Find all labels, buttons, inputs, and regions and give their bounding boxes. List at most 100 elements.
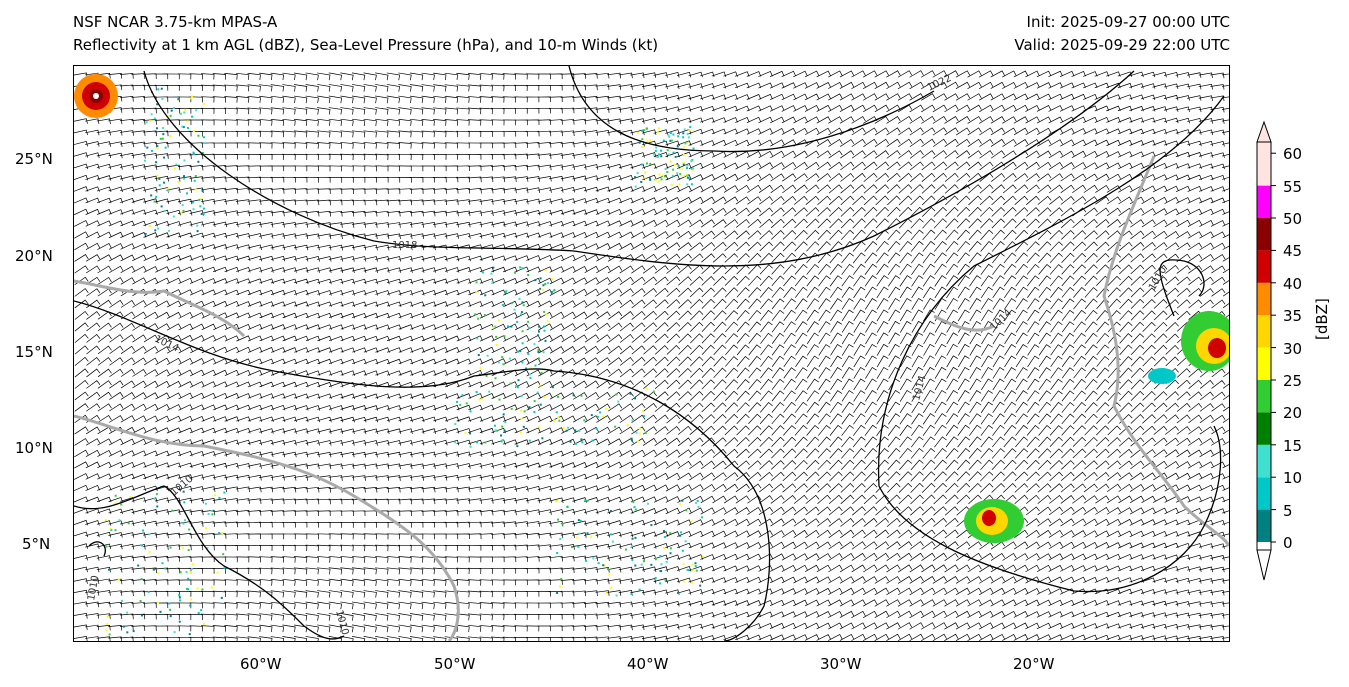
wind-barb	[189, 602, 203, 609]
wind-barb	[1176, 208, 1191, 216]
wind-barb	[967, 138, 982, 147]
wind-barb	[502, 602, 517, 609]
wind-barb	[1083, 623, 1098, 629]
wind-barb	[911, 413, 924, 425]
wind-barb	[1084, 252, 1098, 263]
wind-barb	[1084, 355, 1098, 367]
wind-barb	[514, 312, 530, 319]
wind-barb	[398, 222, 413, 228]
wind-barb	[502, 636, 517, 644]
wind-barb	[1095, 460, 1110, 470]
wind-barb	[724, 287, 739, 298]
wind-barb	[1015, 263, 1028, 275]
wind-barb	[863, 541, 878, 550]
wind-barb	[816, 553, 831, 561]
wind-barb	[619, 242, 634, 251]
wind-barb	[1060, 196, 1075, 205]
wind-barb	[212, 210, 227, 216]
wind-barb	[701, 390, 715, 401]
wind-barb	[897, 70, 913, 78]
wind-barb	[781, 127, 797, 135]
wind-barb	[783, 401, 796, 413]
wind-barb	[830, 378, 843, 391]
wind-barb	[573, 322, 588, 331]
wind-barb	[259, 624, 273, 633]
wind-barb	[85, 152, 100, 158]
wind-barb	[328, 84, 343, 92]
wind-barb	[189, 636, 203, 643]
wind-barb	[502, 187, 517, 194]
wind-barb	[1165, 276, 1179, 286]
wind-barb	[177, 153, 192, 160]
wind-barb	[293, 165, 308, 172]
wind-barb	[305, 370, 321, 376]
wind-barb	[725, 310, 739, 321]
wind-barb	[794, 413, 808, 425]
wind-barb	[259, 556, 273, 563]
wind-barb	[899, 298, 912, 310]
wind-barb	[793, 105, 808, 112]
wind-barb	[770, 553, 785, 561]
wind-barb	[677, 460, 692, 469]
wind-barb	[398, 72, 412, 81]
wind-barb	[677, 437, 692, 447]
wind-barb	[525, 96, 540, 103]
wind-barb	[816, 564, 831, 573]
wind-barb	[1153, 402, 1168, 413]
wind-barb	[212, 486, 227, 492]
wind-barb	[921, 541, 936, 550]
wind-barb	[282, 142, 296, 149]
wind-barb	[875, 506, 889, 516]
wind-barb	[944, 517, 959, 527]
wind-barb	[1095, 218, 1110, 228]
wind-barb	[595, 624, 610, 631]
wind-barb	[921, 552, 936, 562]
wind-barb	[933, 494, 947, 505]
wind-barb	[74, 356, 89, 366]
wind-barb	[886, 161, 901, 171]
wind-barb	[189, 544, 204, 551]
wind-barb	[980, 448, 994, 459]
wind-barb	[73, 163, 89, 170]
wind-barb	[549, 555, 563, 562]
wind-barb	[898, 517, 913, 527]
wind-barb	[911, 320, 924, 333]
wind-barb	[653, 151, 669, 158]
wind-barb	[980, 275, 993, 287]
wind-barb	[259, 335, 274, 342]
wind-barb	[677, 449, 692, 458]
wind-barb	[421, 312, 437, 319]
wind-barb	[155, 404, 170, 411]
wind-barb	[1038, 367, 1051, 379]
wind-barb	[874, 552, 889, 561]
wind-barb	[1003, 275, 1017, 287]
wind-barb	[201, 73, 215, 80]
wind-barb	[433, 624, 447, 633]
wind-barb	[259, 393, 274, 399]
wind-barb	[317, 324, 332, 330]
wind-barb	[642, 253, 657, 262]
wind-barb	[1027, 321, 1040, 333]
wind-barb	[666, 333, 681, 344]
wind-barb	[525, 85, 540, 91]
wind-barb	[760, 355, 773, 367]
wind-barb	[73, 152, 89, 158]
wind-barb	[166, 209, 181, 216]
wind-barb	[910, 447, 924, 459]
wind-barb	[653, 531, 669, 537]
wind-barb	[85, 208, 100, 215]
wind-barb	[1095, 495, 1110, 504]
wind-barb	[735, 128, 750, 135]
wind-barb	[1199, 473, 1214, 480]
wind-barb	[944, 104, 959, 113]
wind-barb	[270, 244, 286, 251]
wind-barb	[886, 116, 901, 124]
wind-barb	[630, 508, 646, 514]
wind-barb	[725, 356, 739, 367]
wind-barb	[979, 127, 994, 136]
wind-barb	[1152, 554, 1168, 560]
wind-barb	[607, 209, 622, 215]
wind-barb	[502, 96, 517, 103]
wind-barb	[154, 130, 169, 137]
wind-barb	[828, 104, 843, 112]
